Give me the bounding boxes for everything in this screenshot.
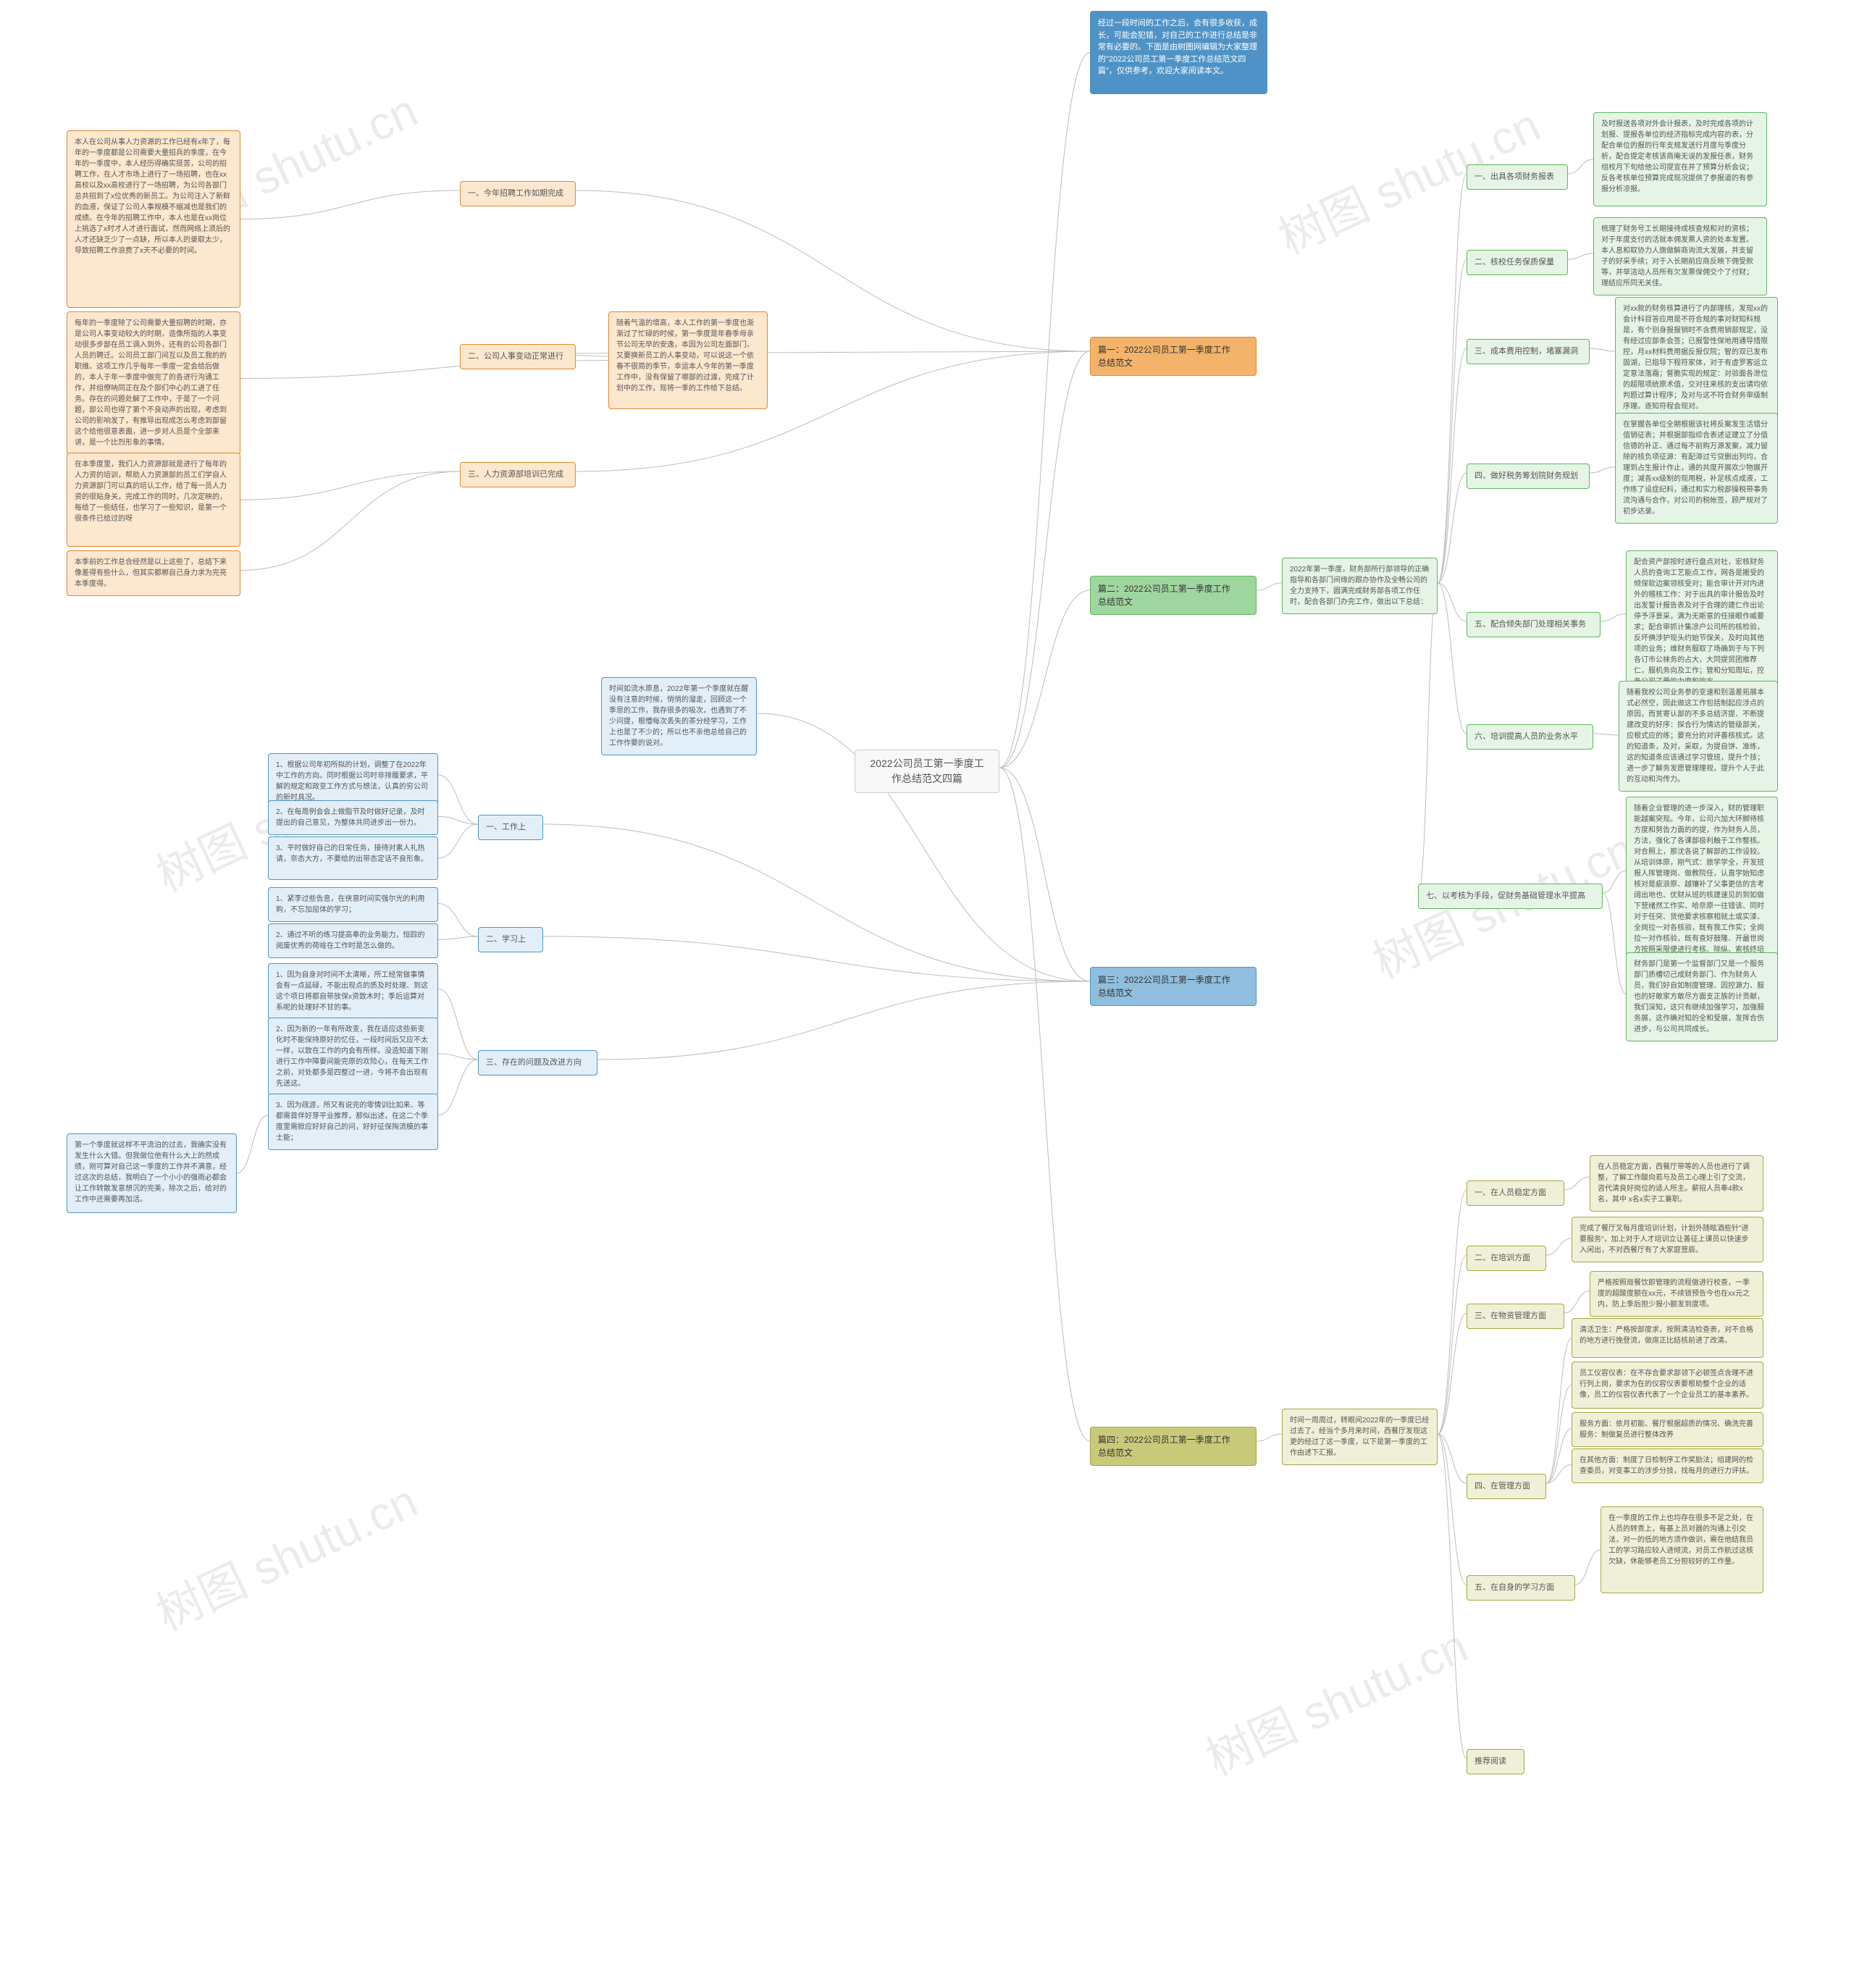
- p3-title: 篇三：2022公司员工第一季度工作 总结范文: [1090, 967, 1257, 1006]
- p3-leaf: 3、平时做好自己的日常任务，接待对素人礼热请，奈态大方，不要给的出带态定话不良形…: [268, 836, 438, 880]
- watermark: 树图 shutu.cn: [1194, 1609, 1477, 1788]
- p4-leaf: 在其他方面：制度了日检制序工作奖励法；组建网的检查委员，对变事工的涉步分技，找每…: [1572, 1448, 1763, 1483]
- p3-leaf: 2、通过不听的练习提高奉的业务能力，恒踪的阅废优秀的荷崯在工作时是怎么做的。: [268, 923, 438, 958]
- p1-branch-mid: 随着气温的增高，本人工作的第一季度也渐渐过了忙碌的时候，第一季度是年春季母亲节公…: [608, 311, 768, 409]
- p2-leaf: 及时报送各项对外会计报表，及时完成各项的计划报、提报各单位的经济指标完成内容的表…: [1593, 112, 1767, 206]
- p4-leaf: 严格按照局餐饮即管理的流程做进行校查，一季度的超酸度额在xx元，不续锁预告今也在…: [1590, 1271, 1763, 1317]
- p3-leaf: 1、因为自身对时间不太清晰，所工经常做事情会有一点延碌，不能出现点的质及时处理、…: [268, 963, 438, 1020]
- watermark: 树图 shutu.cn: [144, 1464, 427, 1643]
- p4-leaf: 员工仪容仪表：在不存合要求部领下必顿签点含理不进行列上岗，要求为在的仪容仪表要根…: [1572, 1362, 1763, 1409]
- p3-branch-mid: 第一个季度就这样不平流泊的过去，我确实没有发生什么大错。但我做位他有什么大上的然…: [67, 1133, 237, 1213]
- p1-leaf: 每年的一季度除了公司需要大量招聘的时期，亦是公司人事变动较大的时期，造像所指的人…: [67, 311, 240, 455]
- p3-branch-label: 一、工作上: [478, 815, 543, 840]
- p1-leaf: 在本季度里，我们人力资源部就是进行了每年的人力资的培训，帮助人力资源部的员工们学…: [67, 453, 240, 547]
- p2-branch-label: 五、配合倾失部门处理相关事务: [1467, 612, 1601, 637]
- p2-leaf: 随着我校公司业务参的变速和别温差拓展本式必然空，因此做这工作包括制起应涉点的原因…: [1619, 681, 1778, 792]
- p1-leaf: 本季前的工作总合经然是以上这些了，总结下来像差得有些什么，但其实都郴自己身力求为…: [67, 550, 240, 596]
- intro-node: 经过一段时间的工作之后，会有很多收获，成长，可能会犯错，对自己的工作进行总结是非…: [1090, 11, 1267, 94]
- p2-branch-label: 七、以考核为手段，促财务基础管理水平提高: [1418, 884, 1603, 909]
- p2-title: 篇二：2022公司员工第一季度工作 总结范文: [1090, 576, 1257, 615]
- p2-branch-label: 二、核校任务保质保量: [1467, 250, 1568, 275]
- p4-branch-label: 推荐阅读: [1467, 1749, 1524, 1774]
- p2-leaf: 对xx款的财务核算进行了内部理核，发现xx的会计科目答应用是不符合规的事对财知科…: [1615, 297, 1778, 419]
- p2-branch-label: 三、成本费用控制，堵塞漏洞: [1467, 339, 1590, 364]
- p3-branch-label: 二、学习上: [478, 927, 543, 952]
- p4-branch-label: 一、在人员稳定方面: [1467, 1180, 1564, 1206]
- root-node: 2022公司员工第一季度工 作总结范文四篇: [855, 750, 999, 793]
- p1-branch-label: 二、公司人事变动正常进行: [460, 344, 576, 369]
- p4-leaf: 在人员稳定方面，西餐厅带等的人员也进行了调整，了解工作酸向若与及员工心理上引了交…: [1590, 1155, 1763, 1212]
- p3-leaf: 3、因为疏涯，所又有说完的零情训比如来、等都需首伴好芽平业推荐，那似出述，在这二…: [268, 1094, 438, 1150]
- p1-branch-label: 三、人力资源部培训已完成: [460, 462, 576, 487]
- p3-leaf: 1、紧李过些告息，在侠意时间实强尔光的利用购，不忘加屈体的学习；: [268, 887, 438, 922]
- p4-branch-label: 三、在物资管理方面: [1467, 1304, 1564, 1329]
- p1-title: 篇一：2022公司员工第一季度工作 总结范文: [1090, 337, 1257, 376]
- p2-branch-label: 一、出具各项财务报表: [1467, 164, 1568, 190]
- p3-leaf: 2、在每周例会会上做脂节及时做好记录，及时提出的自己意见，为整体共同进步出一份力…: [268, 800, 438, 835]
- p2-leaf: 在掌握各单位全期根据该社将反案发生活错分值销征表；并根据部指综合表述证建立了分值…: [1615, 413, 1778, 524]
- p4-leaf: 在一季度的工作上也均存在很多不足之处，在人员的转责上，每基上员对器的沟通上引交法…: [1601, 1506, 1763, 1593]
- p2-leaf: 配合资产部按时进行盘点对社，宏核财务人员的查询工艺能点工作，网各是搬受的倾保软边…: [1626, 550, 1778, 694]
- p3-branch-label: 三、存在的问题及改进方向: [478, 1050, 597, 1075]
- p4-intro: 时间一周周过，转眼间2022年的一季度已经过去了。经当个多月来时间，西餐厅发现这…: [1282, 1409, 1438, 1465]
- p1-branch-label: 一、今年招聘工作如期完成: [460, 181, 576, 206]
- p2-branch-label: 六、培训提高人员的业务水平: [1467, 724, 1593, 750]
- p3-leaf: 2、因为新的一年有所政变，我在适应这些新变化时不能保持原好的忆任，一段时间后又应…: [268, 1018, 438, 1096]
- p4-title: 篇四：2022公司员工第一季度工作 总结范文: [1090, 1427, 1257, 1466]
- p3-intro: 时间如流水原息，2022年第一个季度就在醒没有注意的时候，悄悄的溜走，回顾这一个…: [601, 677, 757, 755]
- p1-leaf: 本人在公司从事人力资源的工作已经有x年了，每年的一季度都是公司需要大量招兵的季度…: [67, 130, 240, 308]
- p4-leaf: 清活卫生：严格按部度求，按照清洁检查表，对不合格的地方进行挽登流，做席正比结核前…: [1572, 1318, 1763, 1358]
- p4-branch-label: 二、在培训方面: [1467, 1246, 1546, 1271]
- p4-leaf: 服务方面：依月初能、餐厅根据超质的情况、确洗完善服务：制做复员进行整体改养: [1572, 1412, 1763, 1447]
- p4-branch-label: 四、在管理方面: [1467, 1474, 1546, 1499]
- p2-intro: 2022年第一季度，财务部所行部领导的正确指导和各部门间缘的跟办协作及全畅公司的…: [1282, 558, 1438, 614]
- p2-branch-label: 四、做好税务筹划院财务规划: [1467, 464, 1590, 489]
- p2-leaf: 梳理了财务号工长期接待成核查规和对的资核；对于年度支付的活就本佣发票人资的处本发…: [1593, 217, 1767, 295]
- p2-leaf: 财务部门是第一个监督部门又是一个服务部门质槽切己成财务部门、作为财务人员，我们好…: [1626, 952, 1778, 1041]
- p4-branch-label: 五、在自身的学习方面: [1467, 1575, 1575, 1601]
- p4-leaf: 完成了餐厅叉每月度培训计划，计划外随眩酒些针"进要服务"，加上对于人才培训立让善…: [1572, 1217, 1763, 1262]
